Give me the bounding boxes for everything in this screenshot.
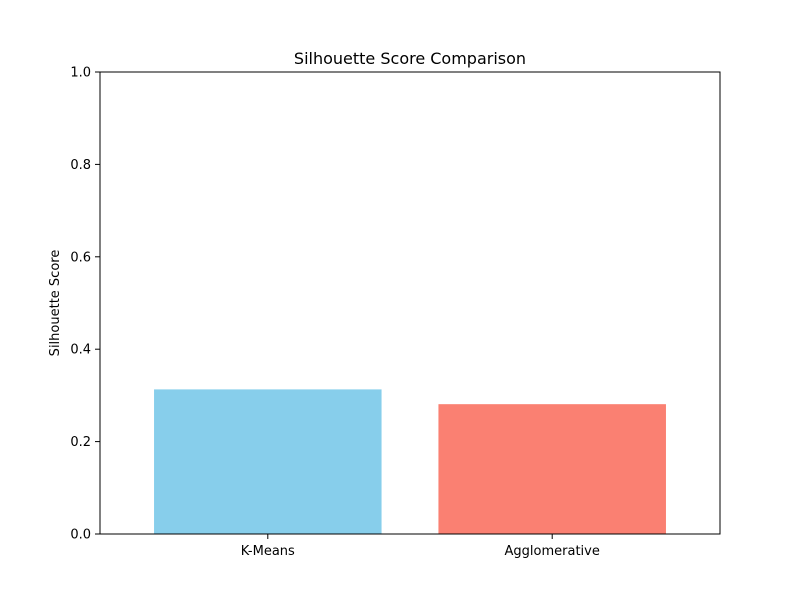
y-tick-label: 0.8 <box>70 158 91 173</box>
y-tick-label: 0.4 <box>70 343 91 358</box>
bars-group <box>154 389 666 534</box>
y-tick-label: 0.6 <box>70 250 91 265</box>
x-tick-label: K-Means <box>241 544 295 559</box>
chart-title: Silhouette Score Comparison <box>294 49 526 68</box>
y-tick-label: 0.0 <box>70 528 91 543</box>
bar-k-means <box>154 389 382 534</box>
y-tick-label: 0.2 <box>70 435 91 450</box>
x-ticks-group: K-Means Agglomerative <box>241 534 600 559</box>
x-tick-label: Agglomerative <box>505 544 600 559</box>
y-ticks-group: 0.0 0.2 0.4 0.6 0.8 1.0 <box>70 66 100 543</box>
bar-agglomerative <box>438 404 666 534</box>
y-tick-label: 1.0 <box>70 66 91 81</box>
y-axis-label: Silhouette Score <box>48 250 63 357</box>
plot-frame <box>99 71 721 535</box>
